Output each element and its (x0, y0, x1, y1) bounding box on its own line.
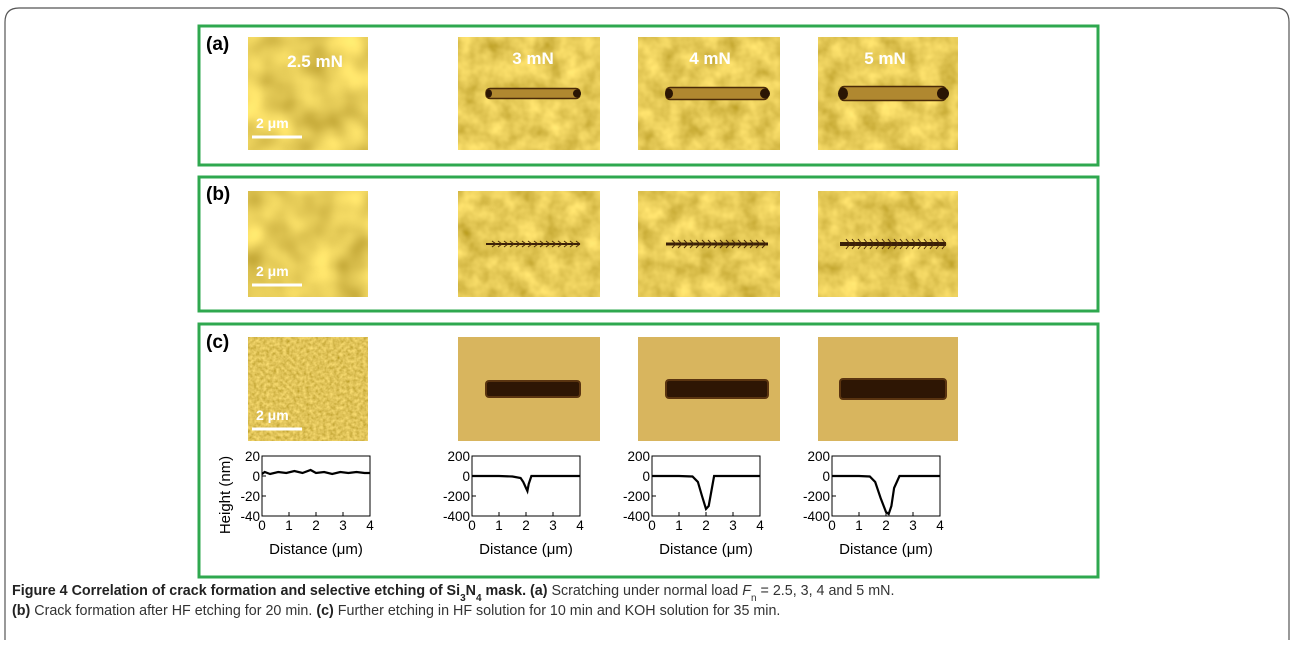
y-tick-label: 20 (245, 449, 260, 464)
caption-text: Further etching in HF solution for 10 mi… (334, 603, 781, 619)
panel-label: (c) (206, 332, 229, 353)
x-tick-label: 0 (468, 518, 476, 533)
scratch-end (486, 90, 492, 98)
x-tick-label: 3 (909, 518, 917, 533)
x-tick-label: 2 (522, 518, 530, 533)
caption-title: mask. (482, 583, 527, 599)
scratch (840, 87, 946, 101)
y-tick-label: -400 (623, 509, 650, 524)
x-tick-label: 3 (549, 518, 557, 533)
x-tick-label: 2 (882, 518, 890, 533)
x-tick-label: 0 (648, 518, 656, 533)
y-tick-label: 0 (642, 469, 650, 484)
y-tick-label: -200 (443, 489, 470, 504)
afm-image (248, 337, 368, 441)
x-tick-label: 1 (285, 518, 293, 533)
y-tick-label: 200 (807, 449, 830, 464)
etched-trench (840, 379, 946, 399)
x-tick-label: 1 (675, 518, 683, 533)
profile-line (262, 470, 370, 474)
x-axis-label: Distance (μm) (659, 541, 753, 558)
x-axis-label: Distance (μm) (269, 541, 363, 558)
y-axis-label: Height (nm) (217, 456, 234, 534)
caption-ref: (b) (12, 603, 30, 619)
x-tick-label: 4 (576, 518, 584, 533)
y-tick-label: -200 (623, 489, 650, 504)
y-tick-label: 0 (252, 469, 260, 484)
figure: (a) (b) (c) 2.5 mN 3 mN 4 mN 5 mN 2 μm 2… (0, 0, 1292, 646)
scratch-end (760, 89, 770, 99)
scratch-end (838, 88, 848, 100)
x-tick-label: 1 (495, 518, 503, 533)
profile-line (652, 476, 760, 509)
y-tick-label: -40 (240, 509, 260, 524)
profile-line (832, 476, 940, 514)
caption-text: = 2.5, 3, 4 and 5 mN. (757, 583, 895, 599)
scale-bar-label: 2 μm (256, 263, 289, 279)
y-tick-label: -400 (803, 509, 830, 524)
scratch (486, 89, 580, 99)
caption-ref: (a) (530, 583, 548, 599)
scratch-end (937, 88, 949, 100)
etched-trench (486, 381, 580, 397)
scale-bar-label: 2 μm (256, 407, 289, 423)
x-tick-label: 0 (828, 518, 836, 533)
x-tick-label: 3 (729, 518, 737, 533)
scratch-end (573, 90, 581, 98)
y-tick-label: 200 (627, 449, 650, 464)
etched-trench (666, 380, 768, 398)
caption-text: Crack formation after HF etching for 20 … (30, 603, 316, 619)
y-tick-label: -400 (443, 509, 470, 524)
panel-label: (a) (206, 34, 229, 55)
y-tick-label: 0 (462, 469, 470, 484)
x-tick-label: 3 (339, 518, 347, 533)
load-label: 4 mN (689, 49, 731, 68)
caption-text: Scratching under normal load (548, 583, 743, 599)
caption-ref: (c) (316, 603, 334, 619)
load-label: 3 mN (512, 49, 554, 68)
profile-line (472, 476, 580, 491)
x-tick-label: 4 (366, 518, 374, 533)
x-tick-label: 4 (936, 518, 944, 533)
plot-frame (262, 456, 370, 516)
scratch (666, 88, 768, 100)
x-tick-label: 4 (756, 518, 764, 533)
y-tick-label: 0 (822, 469, 830, 484)
scale-bar-label: 2 μm (256, 115, 289, 131)
load-label: 2.5 mN (287, 52, 343, 71)
x-axis-label: Distance (μm) (839, 541, 933, 558)
x-tick-label: 1 (855, 518, 863, 533)
scratch-end (665, 89, 673, 99)
y-tick-label: -20 (240, 489, 260, 504)
x-tick-label: 0 (258, 518, 266, 533)
panel-label: (b) (206, 184, 230, 205)
caption-line: Figure 4 Correlation of crack formation … (12, 583, 894, 604)
plot-frame (832, 456, 940, 516)
load-label: 5 mN (864, 49, 906, 68)
caption-title: Figure 4 Correlation of crack formation … (12, 583, 460, 599)
x-tick-label: 2 (312, 518, 320, 533)
caption-title: N (466, 583, 476, 599)
x-tick-label: 2 (702, 518, 710, 533)
afm-image (248, 191, 368, 297)
caption-line: (b) Crack formation after HF etching for… (12, 603, 780, 619)
x-axis-label: Distance (μm) (479, 541, 573, 558)
y-tick-label: -200 (803, 489, 830, 504)
y-tick-label: 200 (447, 449, 470, 464)
